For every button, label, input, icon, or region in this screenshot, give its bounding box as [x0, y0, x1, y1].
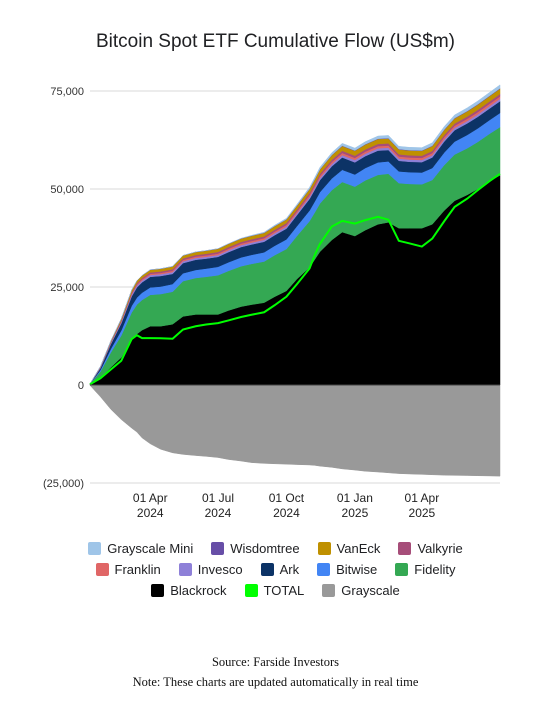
legend-item: Grayscale: [322, 583, 400, 598]
legend-label: Fidelity: [414, 562, 456, 577]
x-tick-label: 01 Oct: [269, 491, 305, 505]
y-tick-label: 25,000: [50, 282, 84, 294]
x-tick-label: 01 Jan: [337, 491, 373, 505]
legend-swatch: [317, 542, 331, 555]
legend-item: Bitwise: [317, 562, 377, 577]
legend-swatch: [244, 584, 258, 597]
note-text: Note: These charts are updated automatic…: [132, 675, 419, 689]
source-note: Source: Farside Investors Note: These ch…: [0, 652, 551, 692]
x-tick-year: 2025: [409, 506, 436, 520]
legend-swatch: [395, 563, 409, 576]
legend-swatch: [322, 584, 336, 597]
legend-item: Wisdomtree: [211, 541, 300, 556]
legend-label: Bitwise: [336, 562, 378, 577]
legend-label: Wisdomtree: [230, 541, 300, 556]
x-tick-label: 01 Apr: [133, 491, 168, 505]
x-tick-label: 01 Apr: [405, 491, 440, 505]
legend-label: Ark: [279, 562, 300, 577]
legend-item: VanEck: [317, 541, 381, 556]
legend-row: Grayscale Mini Wisdomtree VanEck Valkyrie: [0, 538, 551, 559]
y-tick-label: 0: [78, 380, 84, 392]
legend: Grayscale Mini Wisdomtree VanEck Valkyrie Fr…: [0, 538, 551, 601]
legend-label: Blackrock: [170, 583, 227, 598]
area-grayscale-mini: [89, 84, 501, 384]
legend-item: Ark: [260, 562, 300, 577]
legend-item: Valkyrie: [398, 541, 463, 556]
legend-item: Blackrock: [151, 583, 227, 598]
legend-swatch: [317, 563, 331, 576]
chart-title: Bitcoin Spot ETF Cumulative Flow (US$m): [96, 31, 455, 52]
legend-swatch: [260, 563, 274, 576]
legend-label: Invesco: [197, 562, 243, 577]
legend-swatch: [211, 542, 225, 555]
y-tick-label: (25,000): [43, 478, 84, 490]
legend-label: VanEck: [336, 541, 381, 556]
legend-swatch: [95, 563, 109, 576]
legend-swatch: [398, 542, 412, 555]
legend-item: Franklin: [95, 562, 161, 577]
legend-label: Grayscale: [341, 583, 400, 598]
total-line: [89, 173, 501, 386]
x-tick-year: 2024: [273, 506, 300, 520]
x-tick-year: 2024: [137, 506, 164, 520]
legend-swatch: [151, 584, 165, 597]
y-tick-label: 50,000: [50, 184, 84, 196]
legend-swatch: [178, 563, 192, 576]
source-text: Source: Farside Investors: [211, 655, 340, 669]
legend-row: Blackrock TOTAL Grayscale: [0, 580, 551, 601]
legend-item: Grayscale Mini: [88, 541, 193, 556]
legend-row: Franklin Invesco Ark Bitwise Fidelity: [0, 559, 551, 580]
x-tick-year: 2024: [205, 506, 232, 520]
legend-label: TOTAL: [263, 583, 305, 598]
x-tick-year: 2025: [342, 506, 369, 520]
legend-swatch: [88, 542, 102, 555]
legend-label: Grayscale Mini: [107, 541, 194, 556]
x-tick-label: 01 Jul: [202, 491, 234, 505]
area-grayscale: [89, 384, 501, 477]
legend-item: Invesco: [178, 562, 243, 577]
legend-item: Fidelity: [395, 562, 455, 577]
y-tick-label: 75,000: [50, 86, 84, 98]
legend-item: TOTAL: [244, 583, 305, 598]
legend-label: Franklin: [114, 562, 161, 577]
legend-label: Valkyrie: [417, 541, 463, 556]
